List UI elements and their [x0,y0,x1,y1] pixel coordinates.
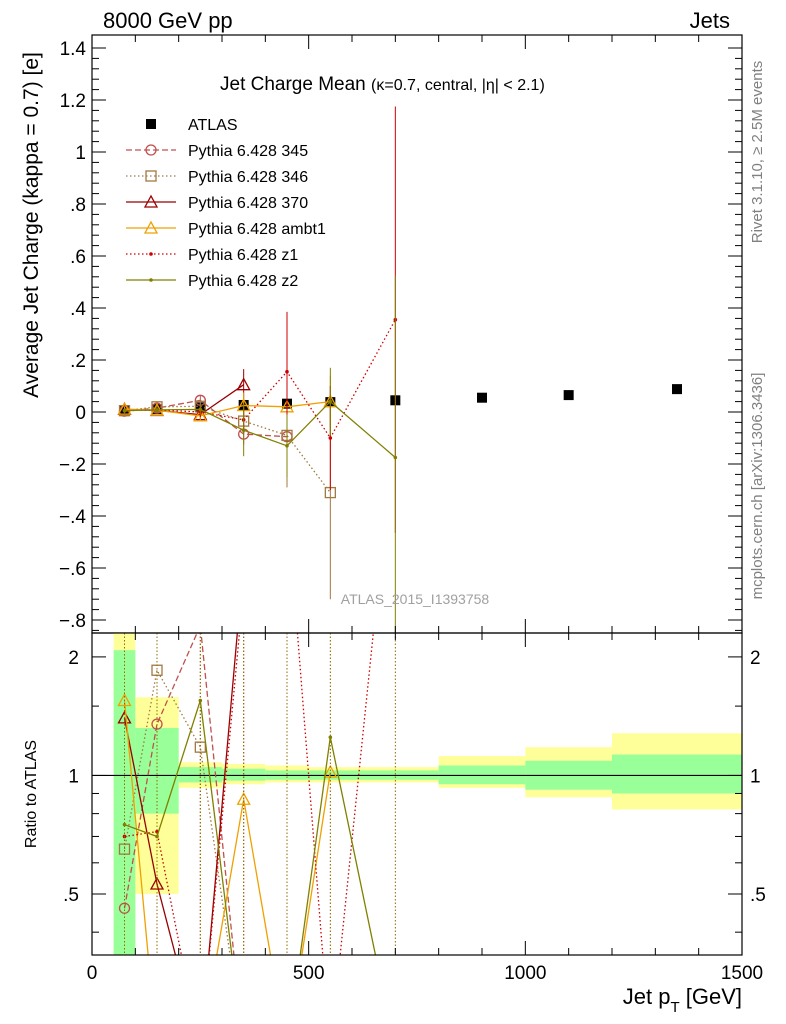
legend-label: Pythia 6.428 z1 [188,247,298,264]
ratio-y-tick-label-right: 1 [750,766,761,787]
x-tick-label: 1000 [504,963,546,984]
legend-label: Pythia 6.428 z2 [188,273,298,290]
ratio-data-point [285,498,289,502]
rivet-label: Rivet 3.1.10, ≥ 2.5M events [749,61,766,244]
ratio-data-point [242,586,246,590]
main-series-line [124,400,396,458]
main-y-tick-label: 1.4 [60,39,87,60]
chart-title-main: Jet Charge Mean [220,74,366,95]
main-series-line [124,405,331,493]
ratio-series-2 [117,555,250,955]
x-axis-label: Jet pT [GeV] [623,984,742,1016]
chart-title-sub: (κ=0.7, central, |η| < 2.1) [371,77,545,94]
main-series-3 [117,369,251,421]
x-tick-label: 0 [87,963,98,984]
ratio-panel: .5 .5 1 1 2 2 0 500 1000 1500 Ratio to ATLAS [23,498,766,984]
legend-marker [149,252,153,256]
ratio-data-point [117,693,132,707]
legend-label: Pythia 6.428 346 [188,169,308,186]
main-y-tick-label: 1 [75,143,86,164]
x-axis-label-jet: Jet p [623,984,671,1009]
main-y-tick-label: .8 [70,195,86,216]
y-axis-label: Average Jet Charge (kappa = 0.7) [e] [20,52,43,398]
main-data-point [155,408,159,412]
main-series-line [124,319,396,440]
ratio-series-line [123,633,238,955]
main-data-point [122,408,127,413]
ratio-data-point [151,718,163,730]
x-tick-label: 1500 [721,963,763,984]
main-data-point [198,407,203,412]
main-y-tick-label: 0 [75,403,86,424]
ratio-band-inner [612,754,742,794]
x-axis-label-unit: [GeV] [680,984,742,1009]
legend-marker [146,119,156,129]
ratio-series-line [123,700,331,955]
main-data-point [563,390,574,401]
legend-label: Pythia 6.428 345 [188,143,308,160]
main-y-tick-label: .6 [70,247,86,268]
legend-marker [143,220,159,234]
legend-label: Pythia 6.428 ambt1 [188,221,326,238]
ratio-band-inner [178,767,222,783]
main-y-tick-label: −.4 [59,507,86,528]
ratio-data-point [238,555,250,566]
ratio-series-line [123,633,235,955]
ratio-y-axis-label: Ratio to ATLAS [23,740,40,848]
watermark: ATLAS_2015_I1393758 [341,591,490,607]
legend: ATLAS Pythia 6.428 345 Pythia 6.428 346 Pyt… [126,117,326,290]
ratio-y-tick-label-right: 2 [750,648,761,669]
header-right: Jets [690,8,730,33]
main-data-point [393,455,398,460]
ratio-data-point [194,741,206,753]
ratio-data-point [198,698,203,703]
ratio-data-point [155,834,159,839]
ratio-frame [91,632,743,956]
legend-marker [143,194,159,208]
main-data-point [117,401,132,415]
main-series-6 [122,275,398,633]
main-y-tick-label: −.2 [59,455,86,476]
mcplots-label: mcplots.cern.ch [arXiv:1306.3436] [749,373,766,600]
main-panel: −.8 −.6 −.4 −.2 0 .2 .4 .6 .8 1 1.2 1.4 Jet Charge … [20,34,743,634]
main-data-point [285,444,289,448]
main-data-point [241,428,246,433]
ratio-data-point [236,791,251,805]
main-data-point [285,369,289,374]
ratio-y-tick-label-right: .5 [750,885,766,906]
main-data-point [328,436,333,440]
legend-marker [145,144,157,156]
main-data-point [193,408,208,422]
x-axis-label-subscript: T [670,999,679,1016]
x-tick-label: 500 [293,963,325,984]
legend-label: Pythia 6.428 370 [188,195,308,212]
main-series-4 [117,375,338,428]
ratio-data-point [117,710,132,724]
header-left: 8000 GeV pp [103,8,233,33]
main-data-point [328,399,333,404]
ratio-y-tick-label: .5 [63,885,79,906]
main-data-point [672,384,682,395]
main-y-tick-label: −.6 [59,559,86,580]
ratio-data-point [151,664,163,676]
main-data-point [477,392,487,403]
main-y-tick-label: .2 [70,351,86,372]
legend-label: ATLAS [188,117,238,134]
legend-marker [145,170,157,182]
main-y-tick-label: −.8 [59,611,86,632]
ratio-band-inner [222,768,266,781]
ratio-y-tick-label: 2 [68,648,79,669]
ratio-data-point [328,735,333,740]
main-y-tick-label: 1.2 [60,91,86,112]
ratio-series-5 [122,633,396,955]
ratio-data-point [122,822,127,827]
chart-title: Jet Charge Mean (κ=0.7, central, |η| < 2… [220,74,545,95]
legend-marker [149,278,153,282]
ratio-band-inner [113,650,136,955]
main-y-tick-label: .4 [70,299,86,320]
main-data-point [236,377,251,391]
ratio-data-point [195,621,205,631]
ratio-y-tick-label: 1 [68,766,79,787]
